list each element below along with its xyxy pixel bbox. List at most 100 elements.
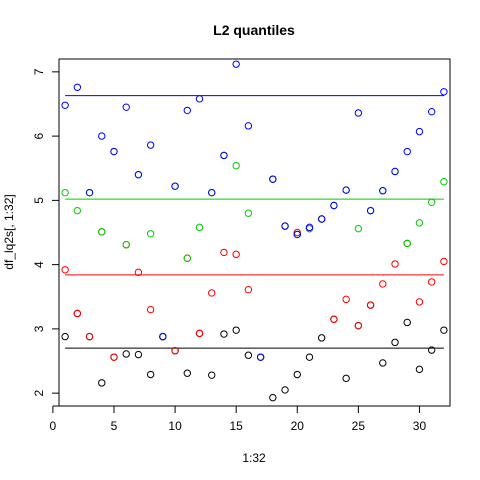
data-point	[354, 109, 363, 117]
data-point	[366, 301, 375, 309]
data-point	[98, 379, 106, 387]
y-tick-label: 4	[32, 261, 46, 268]
data-point	[293, 230, 301, 239]
data-point	[269, 393, 277, 402]
data-point	[61, 266, 69, 274]
data-point	[427, 107, 436, 116]
data-point	[293, 370, 301, 379]
data-point	[195, 223, 204, 232]
data-point	[61, 332, 69, 341]
data-point	[220, 248, 228, 257]
data-point	[110, 147, 118, 156]
x-axis: 0 5 10 15 20 25 30	[50, 405, 427, 433]
data-point	[379, 187, 387, 195]
data-point	[269, 175, 277, 183]
data-point	[391, 167, 399, 176]
data-point	[146, 305, 155, 314]
data-point	[342, 295, 350, 304]
data-point	[85, 188, 94, 197]
x-tick-label: 15	[229, 419, 243, 433]
data-point	[427, 198, 436, 206]
data-point	[391, 260, 399, 268]
data-point	[171, 182, 179, 190]
data-point	[232, 60, 240, 68]
data-point	[403, 318, 411, 327]
data-point	[159, 332, 167, 341]
data-point	[73, 309, 82, 318]
data-point	[281, 386, 289, 394]
data-point	[208, 188, 216, 197]
data-point	[342, 186, 350, 194]
x-tick-label: 25	[352, 419, 366, 433]
chart-title: L2 quantiles	[213, 22, 295, 38]
data-point	[305, 353, 314, 361]
data-point	[244, 285, 253, 294]
data-point	[122, 103, 130, 111]
data-point	[183, 254, 191, 262]
data-point	[256, 353, 265, 361]
x-tick-label: 30	[413, 419, 427, 433]
data-point	[330, 315, 338, 323]
data-point	[110, 353, 118, 361]
data-point	[427, 278, 436, 286]
data-point	[379, 359, 387, 367]
data-point	[415, 298, 424, 306]
data-point	[318, 334, 326, 342]
data-point	[122, 241, 130, 249]
data-points	[61, 60, 448, 402]
data-point	[146, 370, 155, 379]
data-point	[85, 332, 94, 341]
x-tick-label: 10	[168, 419, 182, 433]
data-point	[318, 215, 326, 223]
data-point	[232, 326, 240, 334]
data-point	[354, 321, 363, 330]
data-point	[342, 374, 350, 383]
data-point	[354, 224, 363, 233]
data-point	[281, 222, 289, 230]
data-point	[440, 257, 448, 266]
data-point	[146, 141, 155, 149]
data-point	[73, 83, 82, 91]
data-point	[244, 209, 253, 217]
data-point	[98, 228, 106, 236]
data-point	[208, 289, 216, 297]
data-point	[195, 329, 204, 338]
data-point	[134, 170, 143, 179]
data-point	[183, 106, 191, 115]
y-axis-label: df_lq2s[, 1:32]	[2, 194, 16, 269]
data-point	[440, 326, 448, 334]
data-point	[171, 347, 179, 355]
x-axis-label: 1:32	[242, 451, 266, 465]
data-point	[403, 147, 411, 156]
x-tick-label: 0	[50, 419, 57, 433]
mean-lines	[65, 95, 444, 349]
y-tick-label: 5	[32, 197, 46, 204]
y-tick-label: 2	[32, 389, 46, 396]
data-point	[403, 239, 411, 248]
data-point	[366, 206, 375, 215]
data-point	[208, 371, 216, 379]
data-point	[415, 127, 424, 136]
data-point	[391, 338, 399, 347]
data-point	[61, 188, 69, 197]
data-point	[330, 201, 338, 210]
data-point	[440, 88, 448, 96]
data-point	[305, 223, 314, 232]
plot-frame	[58, 58, 451, 407]
data-point	[244, 122, 253, 130]
data-point	[440, 178, 448, 186]
x-tick-label: 5	[111, 419, 118, 433]
data-point	[232, 250, 240, 259]
data-point	[244, 351, 253, 359]
data-point	[195, 95, 204, 103]
data-point	[220, 151, 228, 160]
data-point	[98, 132, 106, 140]
data-point	[134, 350, 143, 359]
y-tick-label: 7	[32, 68, 46, 75]
data-point	[73, 206, 82, 215]
data-point	[379, 280, 387, 288]
data-point	[220, 330, 228, 338]
y-tick-label: 3	[32, 325, 46, 332]
data-point	[293, 228, 301, 237]
